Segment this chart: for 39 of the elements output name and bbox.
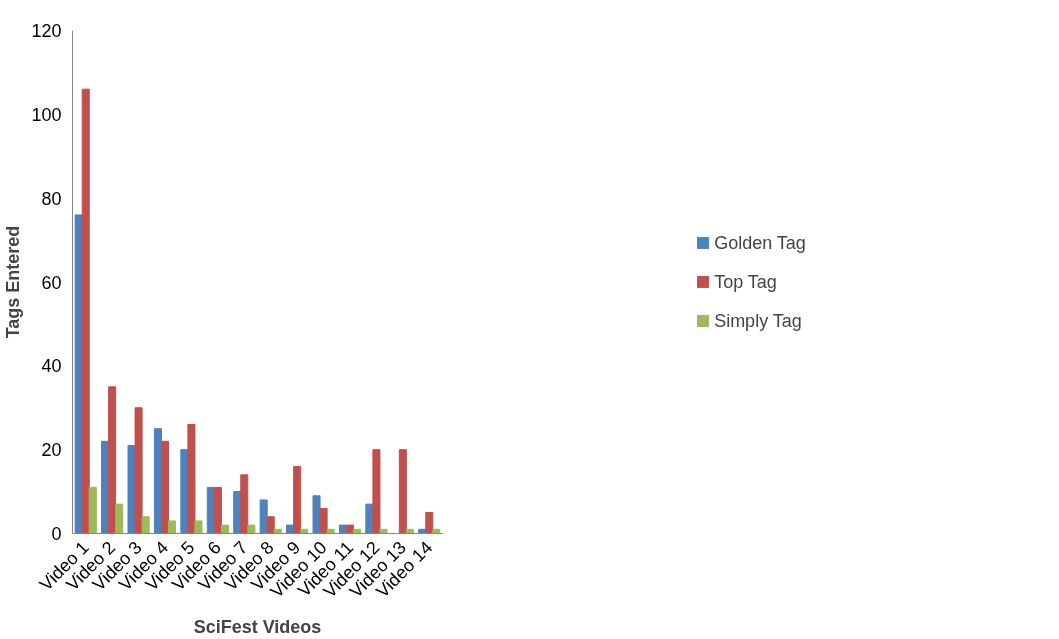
bar (134, 407, 143, 534)
bar (293, 465, 302, 534)
bar (432, 528, 441, 534)
y-axis-title: Tags Entered (3, 225, 24, 339)
bar (345, 524, 355, 534)
legend-label: Simply Tag (714, 310, 802, 331)
y-tick-label: 120 (31, 21, 62, 41)
bar (259, 499, 268, 534)
bar (312, 495, 321, 534)
legend-label: Top Tag (714, 271, 777, 292)
bar (266, 516, 275, 534)
bar (425, 512, 434, 534)
bar (81, 88, 90, 534)
bar (379, 528, 388, 534)
bar (220, 524, 229, 534)
bar (398, 449, 407, 534)
bar (74, 214, 83, 534)
bar (88, 486, 97, 534)
bar (115, 503, 124, 534)
bar (240, 474, 249, 534)
y-tick-label: 20 (41, 440, 62, 461)
bar (160, 440, 170, 534)
bar (326, 528, 335, 534)
bar (168, 520, 177, 534)
bar (194, 520, 203, 534)
bar (319, 507, 328, 534)
y-tick-label: 80 (41, 188, 62, 209)
bar (247, 524, 256, 534)
y-tick-label: 60 (41, 272, 62, 293)
bar (187, 424, 196, 534)
bar (213, 486, 222, 534)
bar (141, 516, 150, 534)
y-tick-label: 0 (51, 524, 62, 544)
bar (108, 386, 117, 534)
legend-label: Golden Tag (714, 232, 806, 253)
x-axis-title: SciFest Videos (193, 616, 322, 637)
y-tick-label: 40 (41, 356, 62, 377)
bar (372, 449, 381, 534)
y-tick-label: 100 (31, 104, 62, 125)
